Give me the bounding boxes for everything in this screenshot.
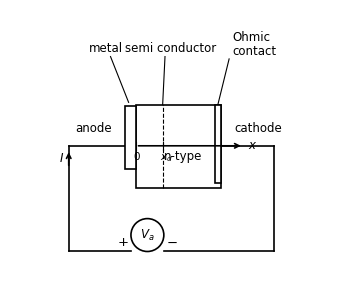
Text: $-$: $-$ xyxy=(166,235,177,249)
Text: semi conductor: semi conductor xyxy=(125,42,217,56)
Bar xyxy=(125,106,136,169)
Text: $x_d$: $x_d$ xyxy=(160,152,173,164)
Text: $I$: $I$ xyxy=(59,152,64,165)
Text: cathode: cathode xyxy=(234,122,282,135)
Text: $V_a$: $V_a$ xyxy=(140,228,155,242)
Text: +: + xyxy=(117,235,128,249)
Bar xyxy=(215,105,221,183)
Text: anode: anode xyxy=(75,122,112,135)
Text: n-type: n-type xyxy=(164,150,202,163)
Bar xyxy=(136,105,221,188)
Text: $x$: $x$ xyxy=(248,139,257,152)
Text: metal: metal xyxy=(89,42,123,56)
Text: 0: 0 xyxy=(134,152,140,162)
Text: Ohmic
contact: Ohmic contact xyxy=(232,31,276,58)
